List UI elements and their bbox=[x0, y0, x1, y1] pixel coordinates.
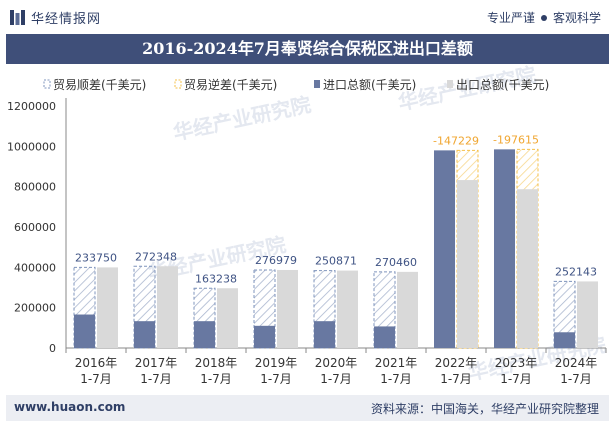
x-tick-label: 1-7月 bbox=[140, 372, 172, 386]
x-tick-label: 2016年 bbox=[75, 356, 118, 370]
export-bar bbox=[97, 267, 118, 348]
x-tick-label: 2022年 bbox=[435, 356, 478, 370]
balance-label: 163238 bbox=[195, 272, 237, 285]
balance-label: -197615 bbox=[493, 133, 539, 146]
chart-title: 2016-2024年7月奉贤综合保税区进出口差额 bbox=[6, 34, 609, 64]
footer-source: 资料来源：中国海关，华经产业研究院整理 bbox=[370, 402, 599, 416]
export-bar bbox=[517, 189, 538, 348]
x-tick-label: 1-7月 bbox=[440, 372, 472, 386]
export-bar bbox=[457, 180, 478, 348]
legend-swatch bbox=[43, 79, 51, 89]
y-tick-label: 1200000 bbox=[7, 100, 56, 113]
import-bar bbox=[134, 321, 155, 348]
balance-label: 233750 bbox=[75, 251, 117, 264]
balance-label: 270460 bbox=[375, 256, 417, 269]
balance-label: 276979 bbox=[255, 254, 297, 267]
data-labels: 233750 272348 163238 276979 250871 270460 -147… bbox=[75, 133, 597, 285]
balance-label: -147229 bbox=[433, 134, 479, 147]
legend-label: 进口总额(千美元) bbox=[323, 78, 416, 92]
surplus-box bbox=[553, 280, 576, 349]
footer: www.huaon.com 资料来源：中国海关，华经产业研究院整理 bbox=[6, 395, 609, 421]
x-tick-label: 1-7月 bbox=[320, 372, 352, 386]
x-tick-label: 2021年 bbox=[375, 356, 418, 370]
import-bar bbox=[254, 325, 275, 348]
x-tick-label: 1-7月 bbox=[500, 372, 532, 386]
x-tick-label: 1-7月 bbox=[380, 372, 412, 386]
legend-swatch bbox=[447, 80, 453, 88]
export-bar bbox=[577, 281, 598, 348]
export-bar bbox=[217, 288, 238, 348]
footer-url[interactable]: www.huaon.com bbox=[14, 400, 126, 414]
export-bar bbox=[337, 270, 358, 348]
legend-swatch bbox=[314, 80, 320, 88]
bars bbox=[73, 148, 598, 349]
balance-label: 252143 bbox=[555, 265, 597, 278]
legend: 贸易顺差(千美元) 贸易逆差(千美元) 进口总额(千美元) 出口总额(千美元) bbox=[43, 77, 549, 92]
import-bar bbox=[434, 150, 455, 348]
balance-label: 272348 bbox=[135, 250, 177, 263]
import-bar bbox=[74, 314, 95, 348]
import-bar bbox=[374, 326, 395, 348]
legend-label: 出口总额(千美元) bbox=[456, 78, 549, 92]
brand[interactable]: 华经情报网 bbox=[10, 8, 101, 27]
import-bar bbox=[194, 321, 215, 348]
import-bar bbox=[554, 332, 575, 348]
watermark-text: 华经产业研究院 bbox=[171, 92, 313, 145]
x-tick-label: 1-7月 bbox=[80, 372, 112, 386]
legend-swatch bbox=[174, 79, 182, 89]
x-tick-label: 1-7月 bbox=[200, 372, 232, 386]
import-bar bbox=[314, 321, 335, 348]
tagline-right: 客观科学 bbox=[552, 11, 601, 25]
tagline: 专业严谨 客观科学 bbox=[487, 9, 601, 26]
x-tick-label: 2019年 bbox=[255, 356, 298, 370]
import-bar bbox=[494, 149, 515, 348]
brand-name: 华经情报网 bbox=[31, 12, 102, 27]
top-bar: 华经情报网 专业严谨 客观科学 bbox=[0, 0, 615, 34]
x-tick-label: 1-7月 bbox=[560, 372, 592, 386]
y-tick-label: 200000 bbox=[14, 302, 56, 315]
tagline-left: 专业严谨 bbox=[486, 11, 535, 25]
y-tick-label: 0 bbox=[49, 342, 56, 355]
brand-logo-icon bbox=[10, 10, 25, 25]
axes: 0 200000 400000 600000 800000 1000000 1200000 2… bbox=[7, 98, 607, 386]
x-tick-label: 2023年 bbox=[495, 356, 538, 370]
y-tick-label: 400000 bbox=[14, 261, 56, 274]
x-tick-label: 2020年 bbox=[315, 356, 358, 370]
y-tick-label: 1000000 bbox=[7, 140, 56, 153]
y-tick-label: 600000 bbox=[14, 221, 56, 234]
export-bar bbox=[157, 266, 178, 348]
x-tick-label: 2024年 bbox=[555, 356, 598, 370]
x-tick-label: 1-7月 bbox=[260, 372, 292, 386]
export-bar bbox=[397, 271, 418, 348]
legend-label: 贸易逆差(千美元) bbox=[184, 77, 277, 92]
tagline-dot-icon bbox=[540, 14, 547, 21]
export-bar bbox=[277, 269, 298, 348]
y-tick-label: 800000 bbox=[14, 181, 56, 194]
x-tick-label: 2017年 bbox=[135, 356, 178, 370]
balance-label: 250871 bbox=[315, 255, 357, 268]
legend-label: 贸易顺差(千美元) bbox=[53, 78, 146, 92]
x-tick-label: 2018年 bbox=[195, 356, 238, 370]
